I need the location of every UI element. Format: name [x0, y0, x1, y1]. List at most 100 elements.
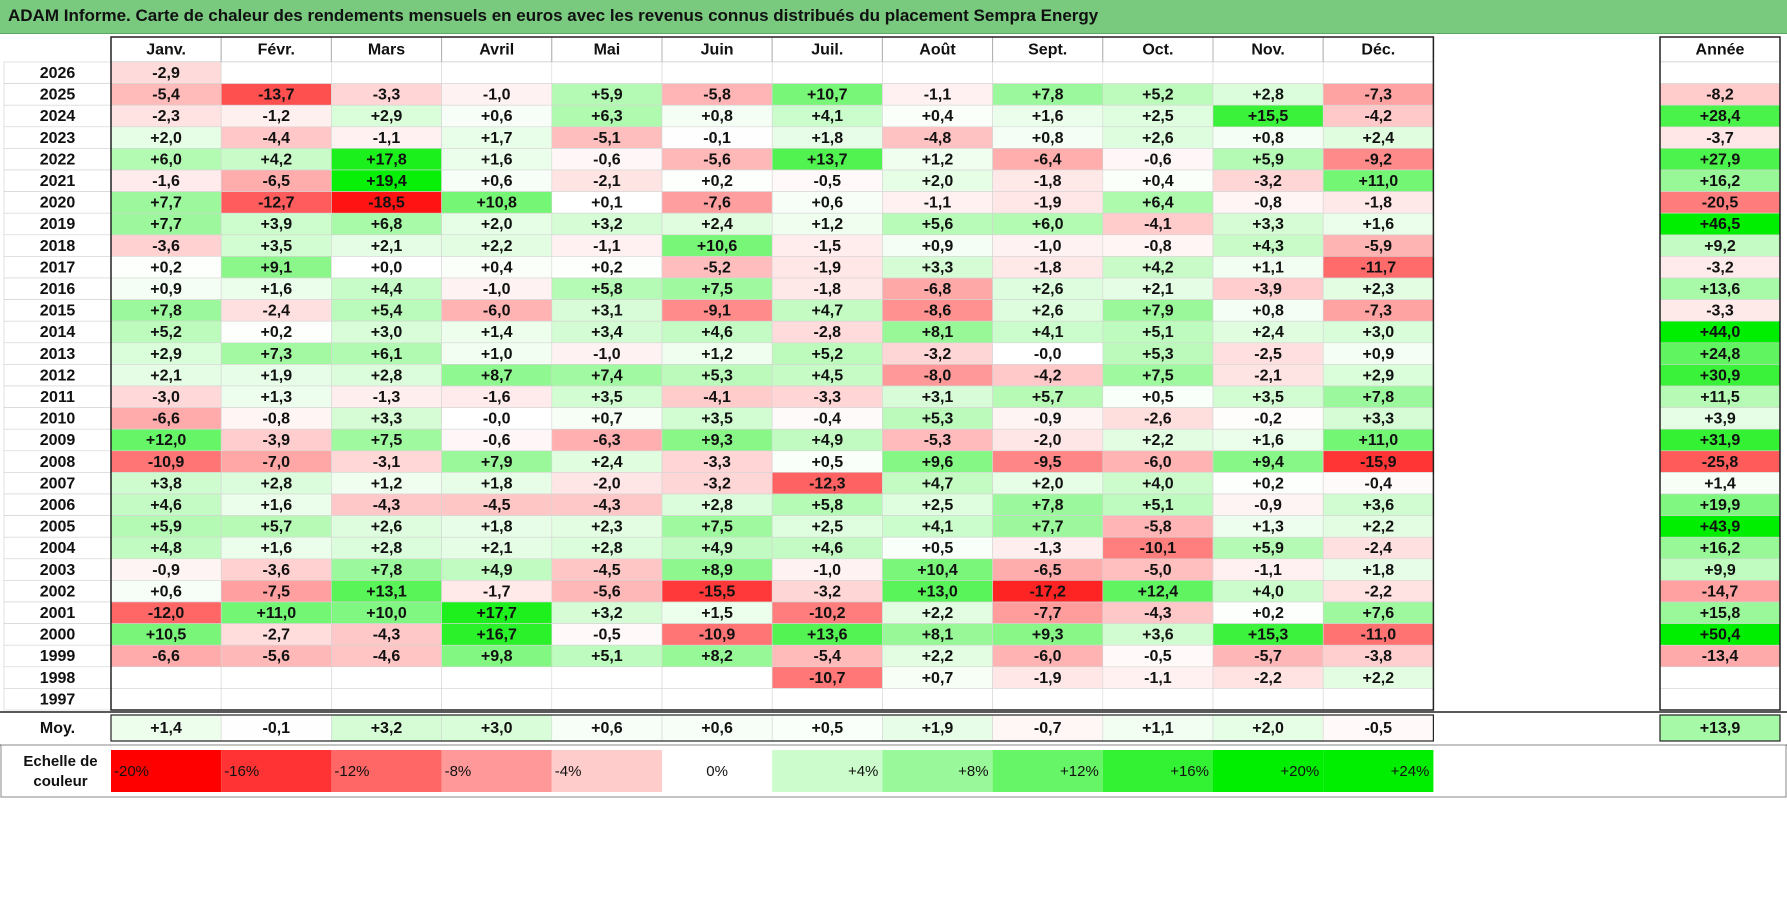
annual-value: +3,9 [1704, 411, 1736, 428]
heatmap-value: +4,3 [1252, 238, 1284, 255]
heatmap-cell [882, 688, 993, 711]
heatmap-value: -1,8 [1034, 259, 1062, 276]
heatmap-value: +0,9 [922, 238, 954, 255]
heatmap-value: +19,4 [366, 173, 407, 190]
average-value: +1,4 [150, 720, 182, 737]
heatmap-value: +1,2 [701, 346, 733, 363]
heatmap-value: -6,0 [483, 303, 511, 320]
average-cell [1322, 714, 1434, 742]
heatmap-value: -4,3 [373, 627, 401, 644]
heatmap-value: -2,8 [814, 324, 842, 341]
year-label: 2007 [40, 475, 76, 492]
heatmap-value: -5,9 [1365, 238, 1393, 255]
average-annual-cell [1659, 714, 1781, 742]
heatmap-value: +2,1 [481, 540, 513, 557]
annual-value: +31,9 [1700, 432, 1741, 449]
heatmap-value: -3,8 [1365, 648, 1393, 665]
year-label: 2012 [40, 367, 76, 384]
heatmap-value: -7,6 [703, 195, 731, 212]
legend-swatch [111, 750, 222, 792]
heatmap-cell [992, 688, 1104, 711]
annual-value: +19,9 [1700, 497, 1741, 514]
heatmap-value: -7,0 [263, 454, 291, 471]
annual-value: -13,4 [1702, 648, 1739, 665]
heatmap-value: +7,6 [1363, 605, 1395, 622]
heatmap-value: +1,0 [481, 346, 513, 363]
heatmap-value: -12,3 [809, 475, 846, 492]
heatmap-value: +3,1 [922, 389, 954, 406]
heatmap-value: +2,6 [1142, 130, 1174, 147]
year-total-header-label: Année [1696, 42, 1745, 59]
heatmap-value: -5,2 [703, 259, 731, 276]
legend-step-label: 0% [706, 763, 728, 780]
heatmap-cell [1322, 688, 1434, 711]
heatmap-value: +2,2 [922, 605, 954, 622]
average-cell [551, 714, 663, 742]
heatmap-value: -1,8 [1365, 195, 1393, 212]
legend-step-label: +20% [1280, 763, 1319, 780]
legend-step-label: +16% [1170, 763, 1209, 780]
heatmap-value: +2,8 [371, 540, 403, 557]
heatmap-value: -1,0 [814, 562, 842, 579]
heatmap-value: -3,6 [152, 238, 180, 255]
legend-swatch [1102, 750, 1213, 792]
heatmap-value: +1,3 [261, 389, 293, 406]
heatmap-cell [661, 688, 773, 711]
heatmap-value: -0,2 [1254, 411, 1282, 428]
heatmap-value: -7,3 [1365, 303, 1393, 320]
heatmap-value: -1,6 [483, 389, 511, 406]
months-grid-border [110, 36, 1435, 711]
heatmap-value: -5,6 [703, 151, 731, 168]
heatmap-value: -6,3 [593, 432, 621, 449]
heatmap-value: +7,5 [1142, 367, 1174, 384]
heatmap-value: -6,5 [1034, 562, 1062, 579]
heatmap-value: +9,4 [1252, 454, 1284, 471]
heatmap-value: +4,9 [481, 562, 513, 579]
heatmap-value: +4,0 [1142, 475, 1174, 492]
year-label: 2003 [40, 562, 76, 579]
heatmap-value: +5,7 [261, 519, 293, 536]
heatmap-value: -11,0 [1361, 627, 1397, 644]
annual-value: +50,4 [1700, 627, 1741, 644]
heatmap-value: +7,4 [591, 367, 623, 384]
heatmap-value: +6,4 [1142, 195, 1174, 212]
legend-step-label: -12% [334, 763, 369, 780]
heatmap-value: +5,1 [591, 648, 623, 665]
year-label: 2022 [40, 151, 76, 168]
heatmap-value: -10,9 [699, 627, 736, 644]
heatmap-value: +2,0 [481, 216, 513, 233]
year-label: 2011 [40, 389, 75, 406]
year-label: 1999 [40, 648, 76, 665]
heatmap-value: -3,3 [703, 454, 731, 471]
average-cell [1102, 714, 1214, 742]
year-label: 2014 [40, 324, 76, 341]
heatmap-value: -17,2 [1029, 583, 1066, 600]
heatmap-value: +3,5 [261, 238, 293, 255]
heatmap-value: +1,1 [1252, 259, 1284, 276]
heatmap-value: +5,3 [1142, 346, 1174, 363]
year-label: 2024 [40, 108, 76, 125]
year-label: 2021 [40, 173, 76, 190]
heatmap-value: +10,4 [917, 562, 958, 579]
heatmap-value: +1,6 [261, 281, 293, 298]
heatmap-value: +2,8 [1252, 87, 1284, 104]
heatmap-value: +5,8 [591, 281, 623, 298]
heatmap-cell [1212, 688, 1324, 711]
heatmap-value: +2,2 [481, 238, 513, 255]
heatmap-value: +0,2 [150, 259, 182, 276]
heatmap-value: -0,9 [1254, 497, 1282, 514]
heatmap-value: +7,7 [150, 195, 182, 212]
annual-value: +16,2 [1700, 173, 1741, 190]
legend-swatch [221, 750, 332, 792]
heatmap-value: +3,3 [371, 411, 403, 428]
legend-swatch [1213, 750, 1324, 792]
heatmap-value: -13,7 [258, 87, 295, 104]
heatmap-value: -4,3 [1144, 605, 1172, 622]
heatmap-value: +2,0 [922, 173, 954, 190]
heatmap-value: -1,5 [814, 238, 842, 255]
heatmap-cell [110, 688, 222, 711]
heatmap-value: -6,0 [1034, 648, 1062, 665]
heatmap-cell [1102, 61, 1214, 84]
heatmap-value: +1,8 [1363, 562, 1395, 579]
heatmap-value: +5,9 [1252, 151, 1284, 168]
